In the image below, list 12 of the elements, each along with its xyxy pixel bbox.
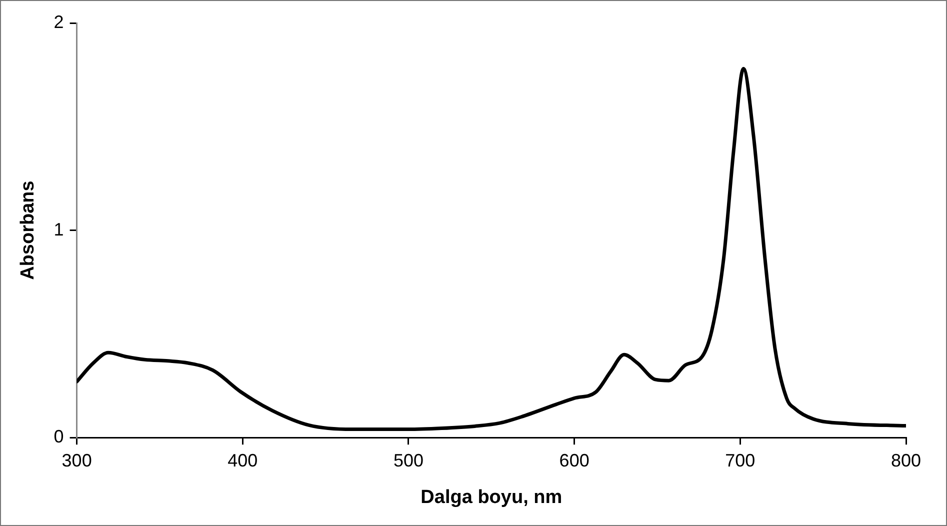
x-tick-label: 600 [559,450,590,470]
y-tick-label: 2 [54,12,64,32]
line-series [76,66,906,432]
y-tick-label: 1 [54,219,64,240]
x-tick-label: 400 [228,450,258,470]
x-tick-label: 500 [393,450,424,470]
x-tick-label: 700 [725,450,756,470]
y-tick-label: 0 [54,426,64,447]
y-axis-title: Absorbans [18,180,39,280]
x-tick-label: 300 [62,450,92,470]
x-axis-title: Dalga boyu, nm [420,486,562,508]
x-tick-label: 800 [890,450,922,470]
